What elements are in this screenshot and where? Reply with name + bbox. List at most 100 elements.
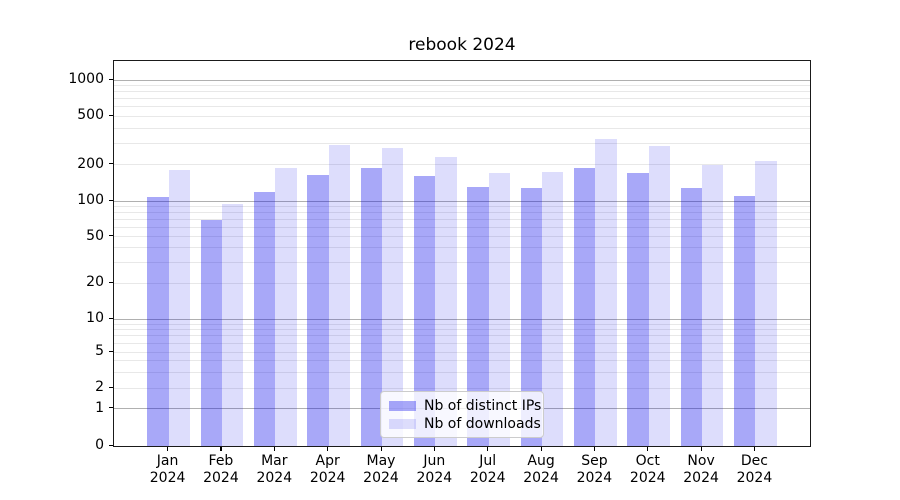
bar-oct-ips	[627, 173, 649, 447]
gridline-minor	[114, 236, 810, 238]
gridline-minor	[114, 360, 810, 362]
gridline-minor	[114, 218, 810, 220]
bar-may-downloads	[382, 147, 404, 447]
x-tick-month: Jul	[479, 453, 497, 469]
bar-jan-downloads	[168, 170, 190, 447]
x-tick-label-aug: Aug 2024	[509, 453, 573, 487]
x-tick-mark	[167, 447, 169, 451]
gridline-minor	[114, 247, 810, 249]
x-tick-month: Oct	[635, 453, 660, 469]
bar-aug-downloads	[542, 171, 564, 447]
legend: Nb of distinct IPs Nb of downloads	[380, 391, 544, 438]
x-tick-month: Jun	[423, 453, 446, 469]
x-tick-year: 2024	[309, 470, 346, 486]
x-tick-year: 2024	[629, 470, 666, 486]
gridline-minor	[114, 85, 810, 87]
bar-jun-downloads	[435, 157, 457, 447]
y-tick-label: 1000	[68, 71, 104, 87]
y-tick-label: 100	[77, 192, 104, 208]
x-tick-label-apr: Apr 2024	[296, 453, 360, 487]
y-tick-mark	[109, 199, 113, 201]
gridline-minor	[114, 262, 810, 264]
y-tick-mark	[109, 235, 113, 237]
x-tick-label-nov: Nov 2024	[669, 453, 733, 487]
x-tick-year: 2024	[363, 470, 399, 486]
x-tick-mark	[487, 447, 489, 451]
y-tick-label: 200	[77, 155, 104, 172]
bar-jul-downloads	[488, 172, 510, 447]
bar-feb-ips	[200, 220, 222, 447]
bar-may-ips	[360, 168, 382, 447]
y-tick-label: 500	[77, 107, 104, 124]
x-tick-mark	[647, 447, 649, 451]
gridline-minor	[114, 335, 810, 337]
x-tick-month: May	[366, 453, 396, 469]
gridline-minor	[114, 226, 810, 228]
gridline-minor	[114, 127, 810, 129]
legend-row-distinct-ips: Nb of distinct IPs	[389, 397, 541, 415]
bar-aug-ips	[520, 188, 543, 447]
y-tick-label: 2	[95, 379, 104, 395]
x-tick-year: 2024	[736, 470, 773, 486]
y-tick-label: 1	[95, 399, 104, 416]
x-tick-mark	[273, 447, 275, 451]
bar-feb-downloads	[221, 203, 244, 447]
x-tick-month: Sep	[581, 453, 608, 469]
y-tick-label: 5	[95, 343, 104, 359]
legend-swatch-downloads	[389, 419, 416, 429]
legend-label-downloads: Nb of downloads	[424, 416, 541, 432]
bar-dec-downloads	[755, 160, 777, 447]
chart-title: rebook 2024	[408, 35, 516, 55]
y-tick-mark	[109, 281, 113, 284]
x-tick-year: 2024	[576, 470, 613, 486]
bar-dec-ips	[734, 195, 756, 447]
x-tick-year: 2024	[523, 470, 559, 486]
bar-sep-ips	[574, 167, 596, 447]
bar-jul-ips	[467, 187, 489, 447]
gridline-minor	[114, 205, 810, 207]
bar-apr-ips	[307, 175, 329, 447]
x-tick-month: Dec	[740, 453, 768, 469]
x-tick-month: Apr	[315, 453, 340, 469]
x-tick-label-jan: Jan 2024	[136, 453, 200, 487]
x-tick-month: Mar	[261, 453, 288, 469]
y-tick-mark	[109, 386, 113, 388]
x-tick-month: Aug	[527, 453, 555, 469]
bar-mar-downloads	[275, 167, 297, 447]
gridline-minor	[114, 91, 810, 93]
x-tick-mark	[593, 447, 596, 451]
bar-nov-ips	[680, 187, 703, 447]
x-tick-year: 2024	[149, 470, 186, 486]
y-tick-label: 10	[86, 310, 104, 326]
y-tick-mark	[109, 407, 113, 409]
x-tick-label-jul: Jul 2024	[456, 453, 520, 487]
gridline-major	[114, 318, 810, 320]
bar-jan-ips	[147, 196, 169, 447]
x-tick-label-jun: Jun 2024	[402, 453, 466, 487]
bar-nov-downloads	[702, 165, 724, 447]
gridline-minor	[114, 282, 810, 284]
y-tick-label: 50	[86, 227, 104, 244]
x-tick-year: 2024	[469, 470, 506, 486]
bar-mar-ips	[254, 192, 276, 447]
gridline-minor	[114, 387, 810, 389]
x-tick-label-dec: Dec 2024	[722, 453, 786, 487]
x-tick-mark	[327, 447, 329, 451]
bar-oct-downloads	[648, 146, 671, 447]
gridline-minor	[114, 342, 810, 344]
bar-jun-ips	[414, 176, 436, 447]
gridline-major	[114, 79, 810, 81]
x-tick-label-may: May 2024	[349, 453, 413, 487]
x-tick-year: 2024	[683, 470, 719, 486]
y-tick-label: 20	[86, 274, 104, 291]
gridline-minor	[114, 142, 810, 144]
gridline-minor	[114, 211, 810, 213]
x-tick-mark	[220, 447, 222, 451]
y-tick-mark	[109, 163, 113, 165]
x-tick-label-oct: Oct 2024	[616, 453, 680, 487]
legend-swatch-distinct-ips	[389, 401, 416, 411]
gridline-minor	[114, 115, 810, 117]
gridline-minor	[114, 351, 810, 353]
x-tick-mark	[753, 447, 756, 451]
y-tick-mark	[109, 444, 113, 446]
